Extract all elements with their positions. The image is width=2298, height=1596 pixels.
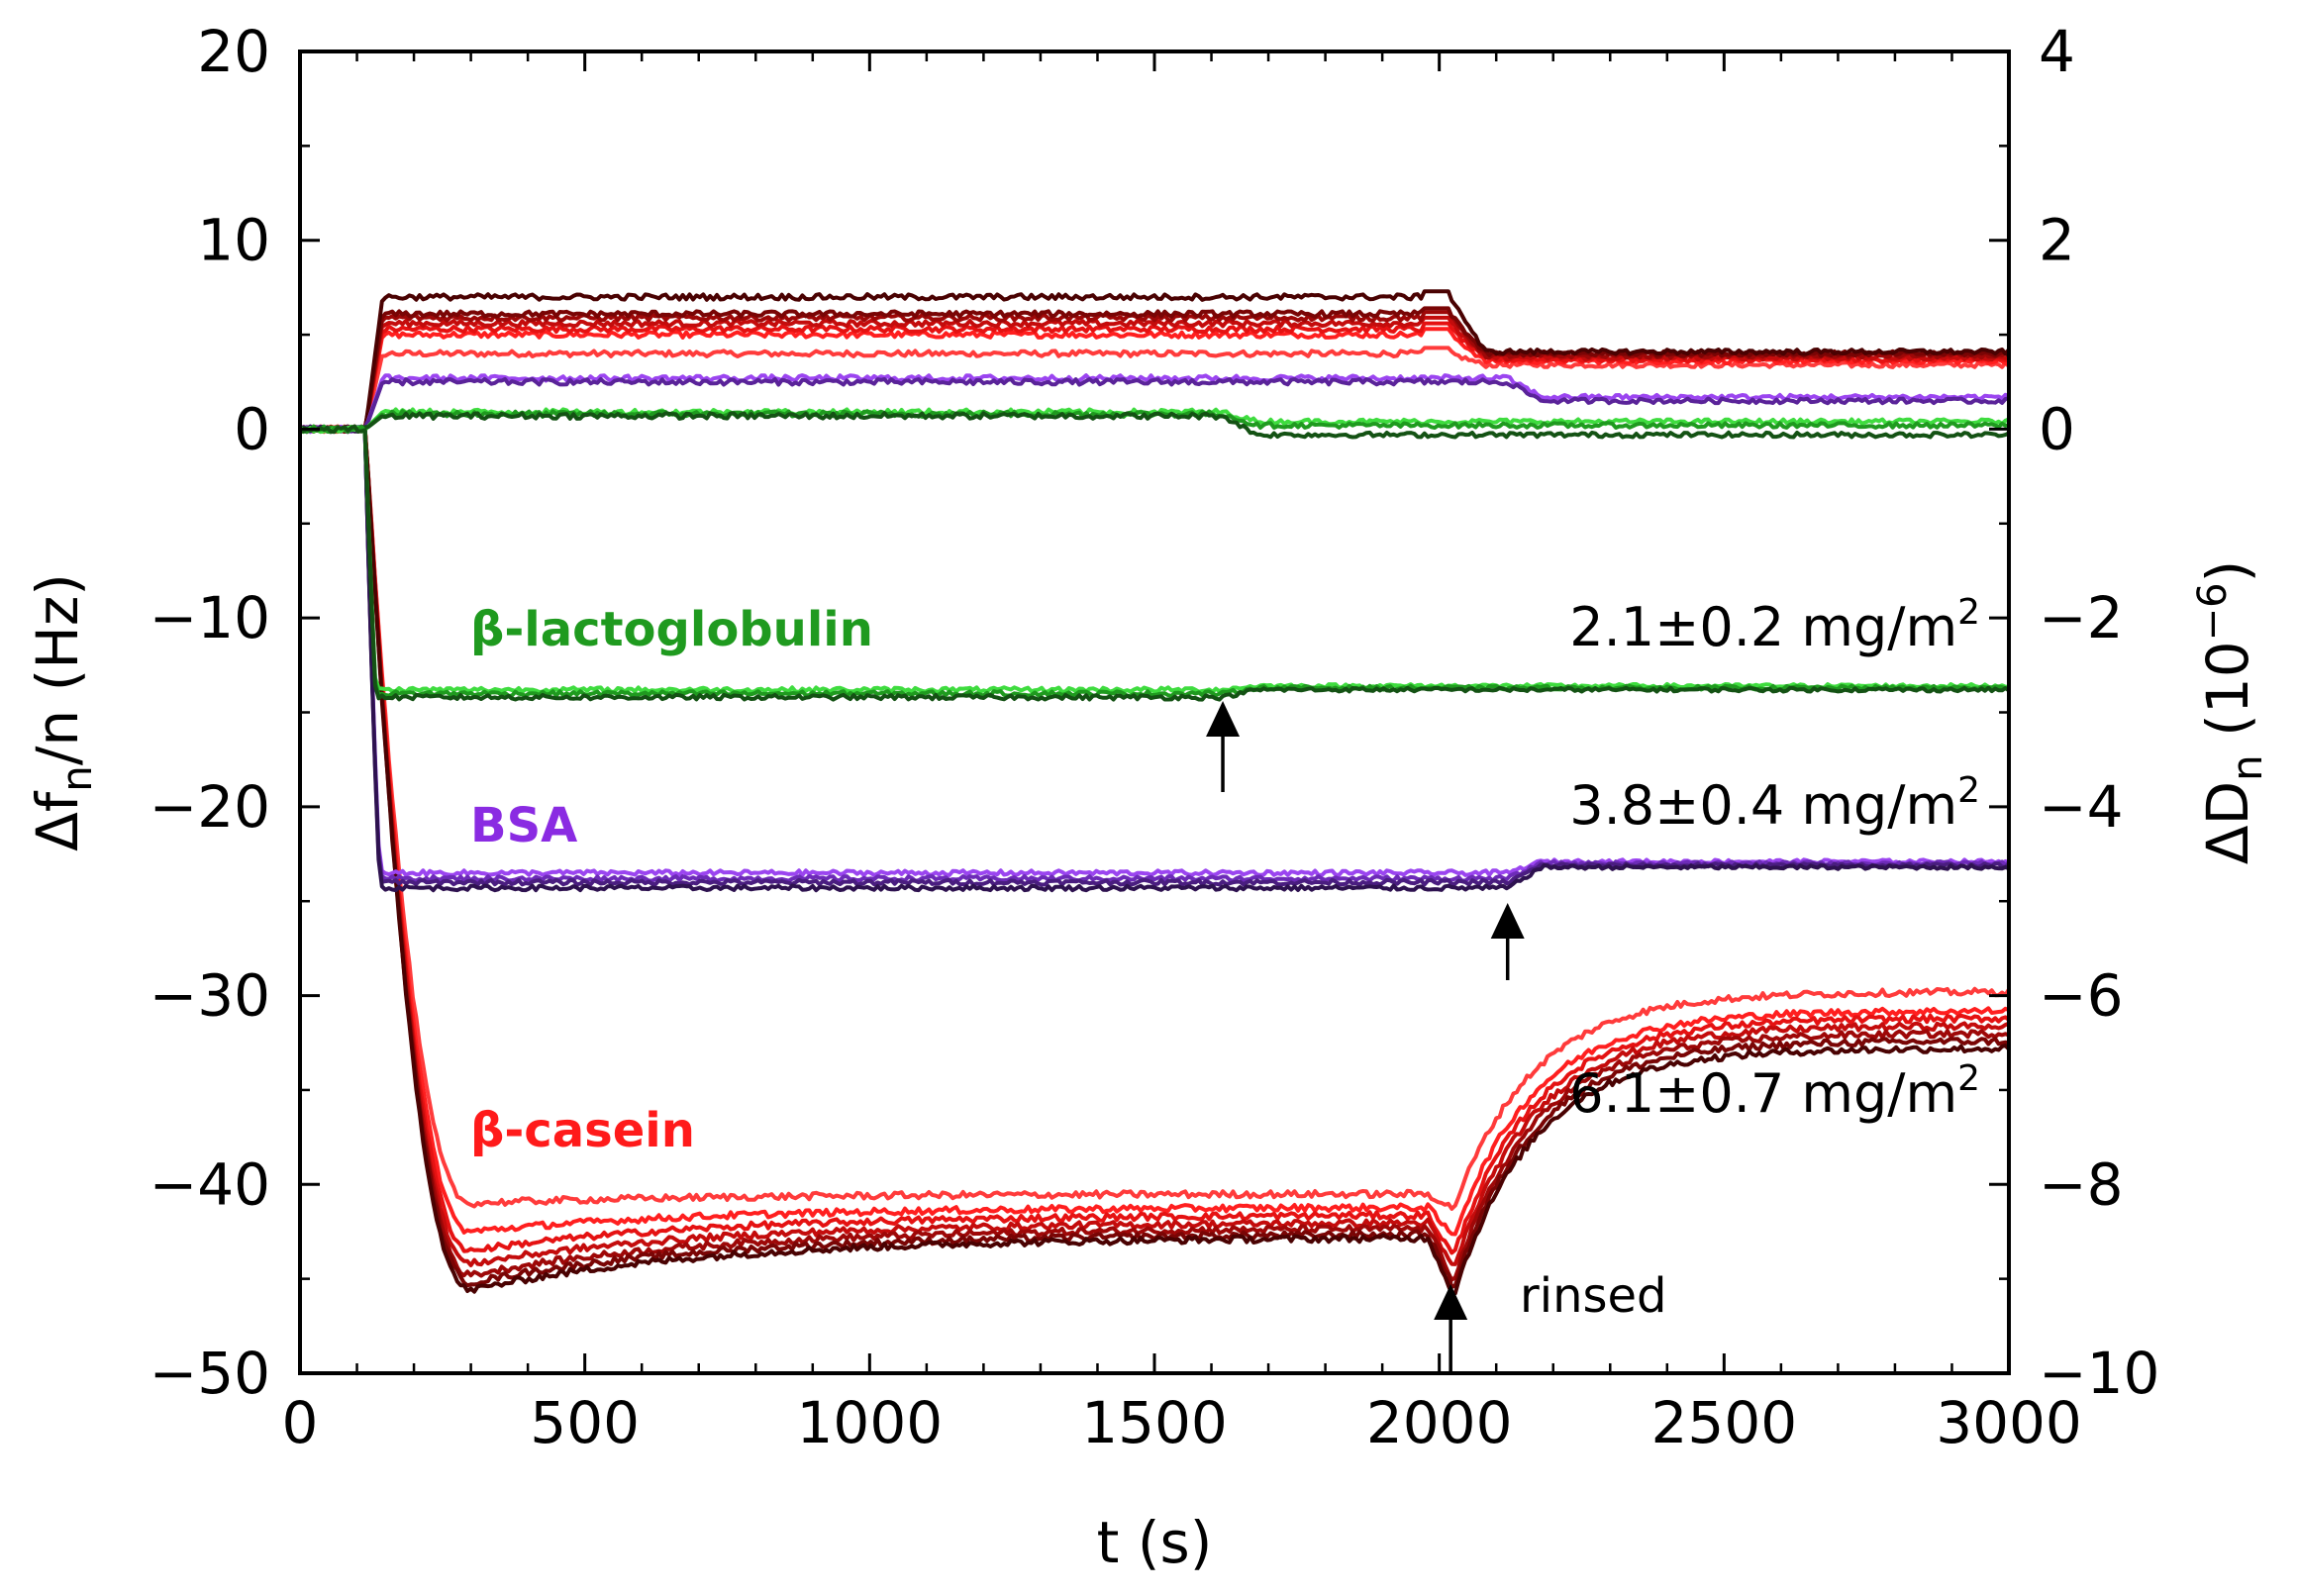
freq-line-blg-n15 (299, 424, 2011, 702)
protein-label-blg: β-lactoglobulin (470, 602, 873, 657)
y-right-tick-label: 4 (2039, 18, 2075, 85)
y-left-tick-label: −10 (150, 584, 270, 651)
y-right-tick-label: −2 (2039, 584, 2124, 651)
mass-unit-sup: 2 (1957, 770, 1980, 811)
y-left-title-sub: n (52, 765, 101, 792)
diss-line-casein-n13 (299, 306, 2011, 434)
y-right-tick-label: 2 (2039, 207, 2075, 274)
y-left-title-main: Δf (24, 790, 91, 851)
y-right-tick-label: −8 (2039, 1150, 2124, 1218)
x-tick-label: 3000 (1936, 1389, 2082, 1456)
mass-label-blg: 2.1±0.2 mg/m2 (1569, 592, 1980, 658)
diss-line-bsa-n11 (299, 376, 2010, 434)
x-axis-title: t (s) (1097, 1509, 1213, 1576)
freq-line-casein-n11 (298, 424, 2010, 1282)
mass-value: 6.1±0.7 mg/m (1569, 1062, 1957, 1125)
freq-line-casein-n7 (298, 424, 2011, 1255)
x-tick-label: 500 (530, 1389, 640, 1456)
y-right-title-rest1: (10 (2194, 641, 2261, 754)
y-right-title-main: ΔD (2194, 781, 2261, 864)
freq-line-bsa-n15 (298, 424, 2010, 893)
protein-label-casein: β-casein (470, 1103, 695, 1158)
freq-line-casein-n9 (298, 424, 2010, 1267)
diss-line-casein-n15 (298, 289, 2011, 434)
x-tick-label: 2500 (1651, 1389, 1798, 1456)
y-left-title-rest: /n (Hz) (24, 573, 91, 765)
mass-value: 3.8±0.4 mg/m (1569, 774, 1957, 837)
labels-layer: t (s)Δfn/n (Hz)ΔDn (10−6)β-casein6.1±0.7… (24, 560, 2271, 1576)
axes-layer: 0 500 1000 1500 2000 2500 300020100−10−20−30−4… (150, 18, 2160, 1456)
x-tick-label: 1500 (1081, 1389, 1228, 1456)
series-layer (298, 289, 2011, 1296)
y-right-tick-label: −10 (2039, 1340, 2159, 1407)
x-tick-label: 2000 (1366, 1389, 1513, 1456)
y-left-tick-label: 10 (197, 207, 270, 274)
y-right-tick-label: −4 (2039, 773, 2124, 841)
mass-label-casein: 6.1±0.7 mg/m2 (1569, 1058, 1980, 1125)
x-tick-label: 1000 (797, 1389, 944, 1456)
rinsed-annotation: rinsed (1520, 1268, 1667, 1324)
diss-line-blg-n15 (298, 411, 2010, 440)
rinse-arrow-head-bsa (1490, 903, 1525, 939)
freq-line-casein-n3 (300, 424, 2011, 1211)
rinse-arrow-head-blg (1206, 701, 1241, 737)
y-left-tick-label: −20 (150, 773, 270, 841)
y-left-tick-label: −30 (150, 962, 270, 1030)
rinse-arrow-head-casein (1434, 1284, 1468, 1320)
protein-label-bsa: BSA (470, 798, 577, 853)
y-left-tick-label: −40 (150, 1150, 270, 1218)
y-right-title-sub: n (2223, 754, 2271, 781)
y-left-axis-title-text: Δfn/n (Hz) (24, 573, 101, 851)
freq-line-bsa-n11 (299, 424, 2011, 887)
x-tick-label: 0 (282, 1389, 319, 1456)
mass-unit-sup: 2 (1957, 1058, 1980, 1099)
y-right-title-sup: −6 (2190, 582, 2236, 641)
y-right-tick-label: −6 (2039, 962, 2124, 1030)
diss-line-casein-n5 (299, 327, 2011, 434)
freq-line-casein-n5 (298, 424, 2010, 1237)
y-left-axis-title: Δfn/n (Hz) (24, 573, 101, 851)
freq-line-casein-n15 (299, 424, 2011, 1296)
mass-label-bsa: 3.8±0.4 mg/m2 (1569, 770, 1980, 837)
mass-value: 2.1±0.2 mg/m (1569, 596, 1957, 658)
y-right-title-rest2: ) (2194, 560, 2261, 583)
y-left-tick-label: 20 (197, 18, 270, 85)
y-right-axis-title: ΔDn (10−6) (2190, 560, 2271, 864)
mass-unit-sup: 2 (1957, 592, 1980, 633)
y-left-tick-label: −50 (150, 1340, 270, 1407)
y-right-axis-title-text: ΔDn (10−6) (2190, 560, 2271, 864)
plot-frame (298, 50, 2011, 1375)
y-left-tick-label: 0 (234, 395, 270, 462)
y-right-tick-label: 0 (2039, 395, 2075, 462)
